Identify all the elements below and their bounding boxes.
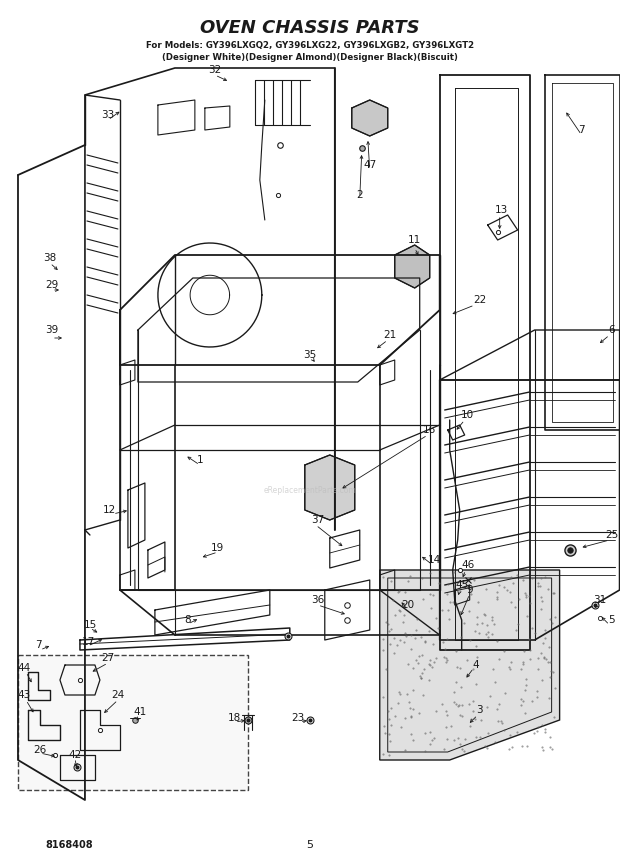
Polygon shape — [18, 655, 248, 790]
Text: 31: 31 — [593, 595, 606, 605]
Text: 35: 35 — [303, 350, 316, 360]
Text: 25: 25 — [605, 530, 618, 540]
Text: 3: 3 — [476, 705, 483, 715]
Text: 33: 33 — [101, 110, 115, 120]
Text: 17: 17 — [81, 637, 95, 647]
Text: 2: 2 — [356, 190, 363, 200]
Text: 5: 5 — [608, 615, 615, 625]
Text: 39: 39 — [45, 325, 58, 335]
Text: 42: 42 — [68, 750, 82, 760]
Text: 18: 18 — [228, 713, 241, 723]
Text: OVEN CHASSIS PARTS: OVEN CHASSIS PARTS — [200, 19, 420, 37]
Text: 29: 29 — [45, 280, 58, 290]
Text: 16: 16 — [423, 425, 436, 435]
Text: 45: 45 — [455, 580, 468, 590]
Polygon shape — [352, 100, 388, 136]
Text: 21: 21 — [383, 330, 396, 340]
Text: 24: 24 — [112, 690, 125, 700]
Text: 36: 36 — [311, 595, 324, 605]
Text: 13: 13 — [495, 205, 508, 215]
Text: 7: 7 — [578, 125, 585, 135]
Polygon shape — [395, 245, 430, 288]
Text: 37: 37 — [311, 515, 324, 525]
Text: 6: 6 — [608, 325, 615, 335]
Text: 19: 19 — [211, 543, 224, 553]
Text: 27: 27 — [101, 653, 115, 663]
Text: 38: 38 — [43, 253, 56, 263]
Polygon shape — [379, 570, 560, 760]
Text: 5: 5 — [306, 840, 313, 850]
Text: 1: 1 — [197, 455, 203, 465]
Text: 26: 26 — [33, 745, 46, 755]
Text: 8168408: 8168408 — [45, 840, 92, 850]
Text: (Designer White)(Designer Almond)(Designer Black)(Biscuit): (Designer White)(Designer Almond)(Design… — [162, 52, 458, 62]
Text: 22: 22 — [473, 295, 486, 305]
Text: 11: 11 — [408, 235, 422, 245]
Text: 32: 32 — [208, 65, 221, 75]
Text: 9: 9 — [466, 585, 473, 595]
Text: 46: 46 — [461, 560, 474, 570]
Text: 15: 15 — [83, 620, 97, 630]
Text: 20: 20 — [401, 600, 414, 610]
Polygon shape — [305, 455, 355, 520]
Text: 14: 14 — [428, 555, 441, 565]
Text: 10: 10 — [461, 410, 474, 420]
Text: eReplacementParts.com: eReplacementParts.com — [264, 485, 356, 495]
Text: 43: 43 — [17, 690, 30, 700]
Text: 44: 44 — [17, 663, 30, 673]
Text: 23: 23 — [291, 713, 304, 723]
Text: For Models: GY396LXGQ2, GY396LXG22, GY396LXGB2, GY396LXGT2: For Models: GY396LXGQ2, GY396LXG22, GY39… — [146, 40, 474, 50]
Text: 8: 8 — [185, 615, 191, 625]
Text: 12: 12 — [104, 505, 117, 515]
Text: 7: 7 — [35, 640, 42, 650]
Text: 41: 41 — [133, 707, 146, 717]
Text: 4: 4 — [472, 660, 479, 670]
Text: 47: 47 — [363, 160, 376, 170]
